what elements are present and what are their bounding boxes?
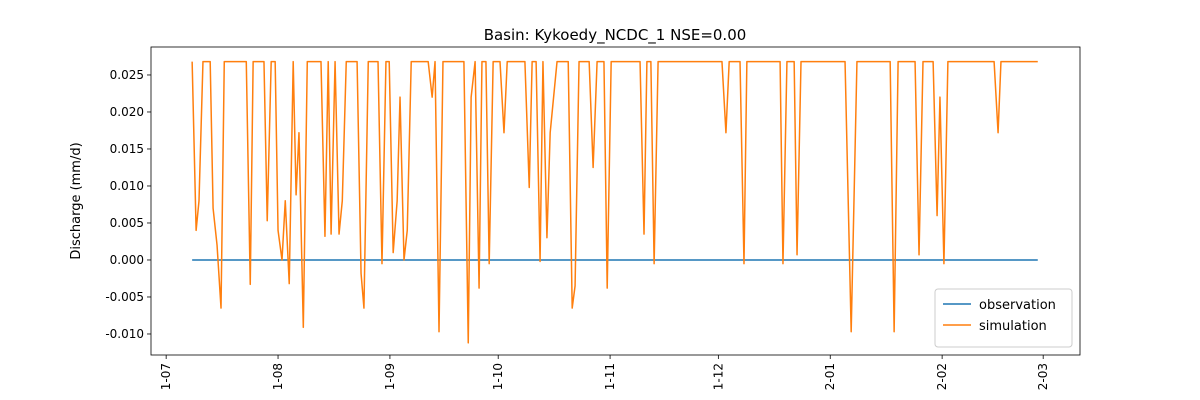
y-tick-label: 0.020	[110, 105, 144, 119]
x-tick-label: 1-08	[271, 363, 285, 390]
x-tick-label: 1-10	[491, 363, 505, 390]
y-tick-label: 0.010	[110, 179, 144, 193]
legend-label: simulation	[979, 319, 1047, 334]
y-tick-label: 0.005	[110, 216, 144, 230]
x-tick-label: 1-11	[603, 363, 617, 390]
y-tick-label: -0.005	[105, 290, 144, 304]
chart-title: Basin: Kykoedy_NCDC_1 NSE=0.00	[484, 26, 747, 45]
legend-label: observation	[979, 298, 1056, 313]
series-line	[191, 60, 1038, 344]
x-tick-label: 2-03	[1036, 363, 1050, 390]
plot-frame	[150, 46, 1081, 356]
y-tick-label: -0.010	[105, 327, 144, 341]
legend: observation simulation	[934, 288, 1073, 348]
x-tick-label: 2-02	[935, 363, 949, 390]
y-tick-label: 0.000	[110, 253, 144, 267]
y-axis-label: Discharge (mm/d)	[69, 142, 84, 259]
x-tick-label: 2-01	[823, 363, 837, 390]
y-tick-label: 0.015	[110, 142, 144, 156]
y-tick-label: 0.025	[110, 68, 144, 82]
x-tick-label: 1-12	[711, 363, 725, 390]
x-tick-label: 1-07	[159, 363, 173, 390]
x-tick-label: 1-09	[383, 363, 397, 390]
